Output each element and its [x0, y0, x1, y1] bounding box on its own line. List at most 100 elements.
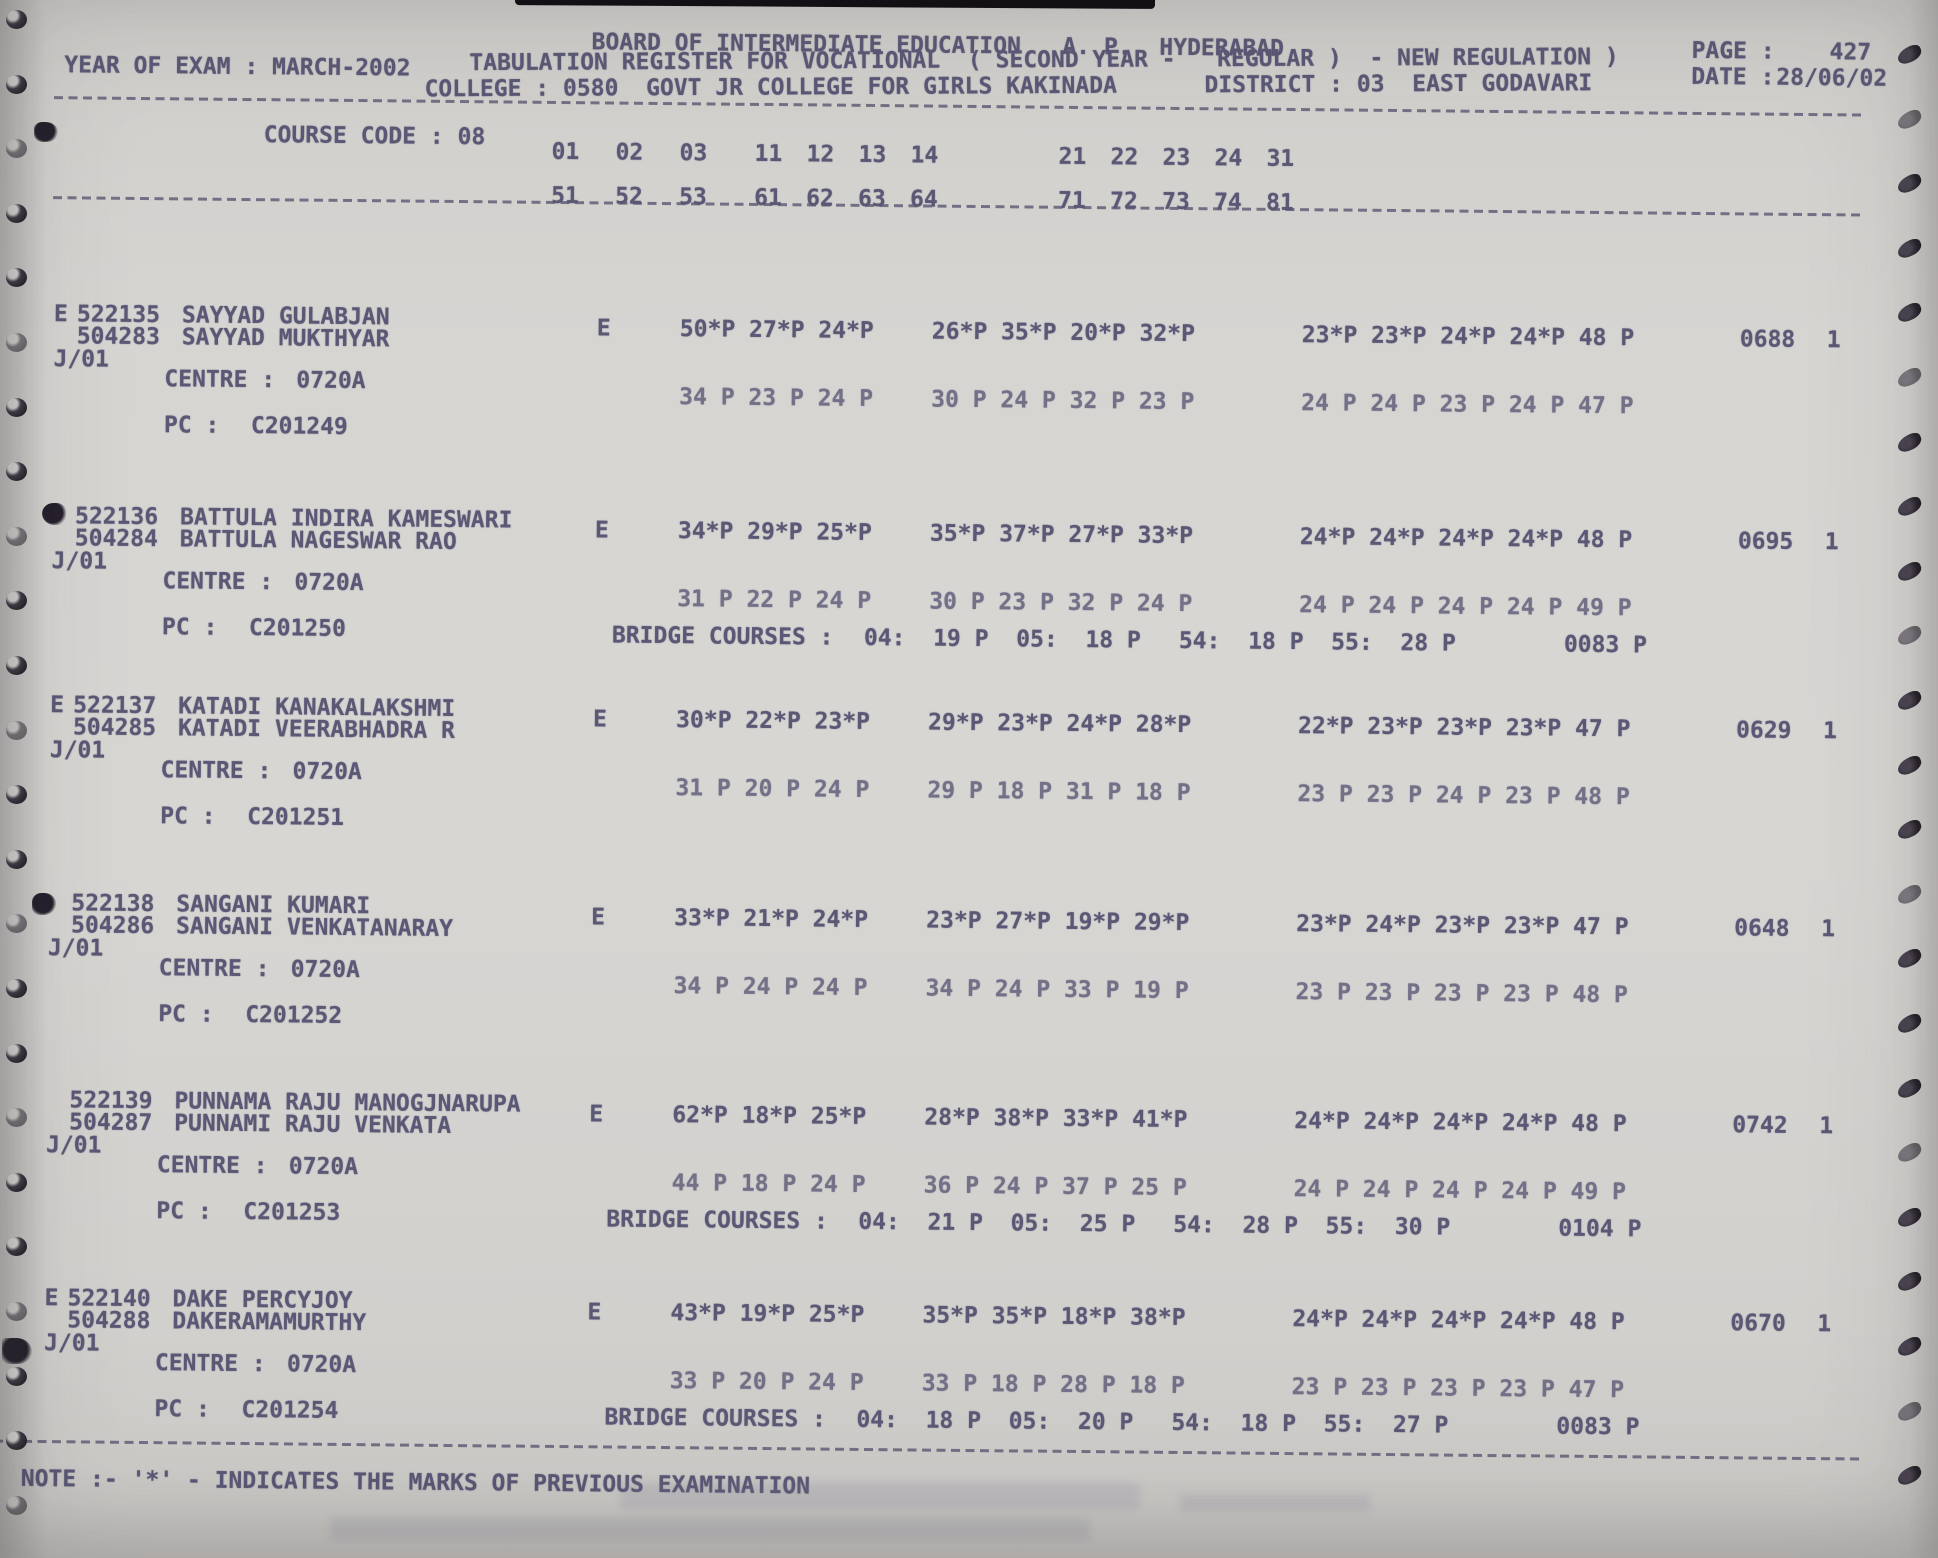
- pc-number: C201249: [250, 413, 348, 440]
- centre-label: CENTRE :: [156, 1152, 268, 1180]
- marks-row2-group-3: 23 P 23 P 23 P 23 P 48 P: [1295, 979, 1628, 1009]
- subject-code: 31: [1266, 145, 1295, 173]
- pc-number: C201254: [241, 1396, 339, 1424]
- marks-row2-group-1: 33 P 20 P 24 P: [669, 1368, 864, 1396]
- father-name: PUNNAMI RAJU VENKATA: [174, 1110, 452, 1139]
- marks-row2-group-1: 31 P 22 P 24 P: [677, 586, 872, 615]
- subject-code: 03: [679, 140, 708, 167]
- sprocket-hole: [6, 721, 27, 740]
- total-marks: 0629: [1735, 717, 1792, 744]
- sprocket-hole: [6, 1173, 27, 1192]
- sprocket-hole: [6, 527, 27, 546]
- result-code: 1: [1817, 1311, 1832, 1338]
- subject-code: 24: [1214, 145, 1243, 172]
- bleed-through-artifact: [330, 1518, 1090, 1540]
- college-line: COLLEGE : 0580 GOVT JR COLLEGE FOR GIRLS…: [424, 72, 1117, 103]
- marks-group-1: 33*P 21*P 24*P: [674, 905, 869, 933]
- subject-code: 13: [858, 141, 887, 169]
- marks-group-3: 23*P 23*P 24*P 24*P 48 P: [1301, 322, 1635, 352]
- student-record: 522139 PUNNAMA RAJU MANOGJNARUPA E 62*P …: [0, 1087, 1927, 1266]
- sprocket-hole: [6, 591, 27, 610]
- subject-code: 73: [1161, 188, 1190, 216]
- marks-group-3: 24*P 24*P 24*P 24*P 48 P: [1299, 524, 1633, 554]
- marks-group-1: 43*P 19*P 25*P: [670, 1300, 865, 1328]
- paper-edge-shading: [1908, 0, 1938, 1558]
- bridge-courses-set-2: 54: 18 P 55: 27 P: [1171, 1409, 1449, 1439]
- marks-group-3: 24*P 24*P 24*P 24*P 48 P: [1294, 1108, 1627, 1138]
- subject-code: 71: [1057, 187, 1086, 215]
- marks-row2-group-3: 23 P 23 P 24 P 23 P 48 P: [1297, 781, 1630, 811]
- medium-code: E: [594, 517, 609, 544]
- sprocket-hole: [6, 204, 27, 223]
- bridge-courses-total: 0104 P: [1558, 1215, 1642, 1243]
- result-code: 1: [1821, 916, 1836, 943]
- subject-code: 51: [551, 182, 579, 210]
- punch-hole-artifact: [32, 893, 56, 915]
- group-code: J/01: [47, 935, 104, 962]
- marks-row2-group-1: 34 P 24 P 24 P: [673, 973, 868, 1001]
- subject-code: 64: [910, 186, 938, 213]
- pc-label: PC :: [156, 1198, 212, 1225]
- ink-blot: [2, 1338, 32, 1364]
- exception-flag: E: [44, 1285, 59, 1312]
- sprocket-hole: [6, 656, 27, 675]
- bridge-courses-total: 0083 P: [1563, 631, 1648, 659]
- course-code-line: COURSE CODE : 08: [263, 122, 486, 151]
- marks-group-1: 30*P 22*P 23*P: [675, 707, 871, 735]
- sprocket-hole: [6, 1431, 27, 1450]
- bridge-courses-set-2: 54: 18 P 55: 28 P: [1178, 627, 1456, 657]
- bridge-courses-set-2: 54: 28 P 55: 30 P: [1173, 1211, 1451, 1241]
- subject-code: 23: [1162, 144, 1191, 172]
- subject-code: 53: [679, 184, 707, 211]
- marks-group-2: 35*P 37*P 27*P 33*P: [929, 520, 1194, 550]
- divider-line: [53, 196, 1862, 217]
- bleed-through-artifact: [620, 1483, 1140, 1509]
- marks-row2-group-2: 30 P 23 P 32 P 24 P: [929, 588, 1193, 618]
- total-marks: 0688: [1739, 326, 1796, 353]
- sprocket-hole: [6, 1496, 27, 1515]
- group-code: J/01: [43, 1330, 100, 1357]
- group-code: J/01: [51, 548, 108, 575]
- subject-code: 14: [910, 142, 939, 169]
- punch-hole-artifact: [42, 503, 66, 525]
- subject-code: 02: [615, 139, 644, 166]
- total-marks: 0670: [1730, 1310, 1786, 1337]
- sprocket-hole: [6, 268, 27, 287]
- father-name: SANGANI VENKATANARAY: [175, 913, 454, 943]
- subject-code: 52: [615, 183, 643, 210]
- student-record: 522136 BATTULA INDIRA KAMESWARI E 34*P 2…: [0, 503, 1933, 682]
- sprocket-hole: [6, 785, 27, 804]
- sprocket-hole: [6, 462, 27, 481]
- marks-row2-group-2: 29 P 18 P 31 P 18 P: [927, 777, 1191, 807]
- result-code: 1: [1819, 1113, 1834, 1140]
- subject-code: 21: [1058, 143, 1087, 171]
- marks-group-1: 34*P 29*P 25*P: [677, 518, 872, 547]
- medium-code: E: [592, 706, 608, 733]
- medium-code: E: [591, 904, 606, 931]
- centre-label: CENTRE :: [158, 955, 270, 983]
- bridge-courses-total: 0083 P: [1556, 1413, 1640, 1441]
- exception-flag: E: [50, 692, 65, 719]
- marks-group-2: 35*P 35*P 18*P 38*P: [922, 1302, 1186, 1332]
- centre-label: CENTRE :: [162, 568, 274, 596]
- marks-group-3: 23*P 24*P 23*P 23*P 47 P: [1296, 911, 1629, 941]
- medium-code: E: [587, 1299, 602, 1326]
- marks-row2-group-2: 36 P 24 P 37 P 25 P: [923, 1172, 1187, 1202]
- sprocket-hole: [6, 850, 27, 869]
- subject-code: 22: [1110, 144, 1139, 171]
- sprocket-hole: [6, 1367, 27, 1386]
- marks-row2-group-3: 23 P 23 P 23 P 23 P 47 P: [1291, 1374, 1625, 1404]
- bleed-through-artifact: [1180, 1494, 1370, 1512]
- marks-row2-group-1: 31 P 20 P 24 P: [675, 775, 870, 803]
- sprocket-hole: [6, 10, 27, 29]
- sprocket-hole: [6, 979, 27, 998]
- exception-flag: E: [53, 301, 68, 328]
- father-name: KATADI VEERABHADRA R: [177, 715, 456, 745]
- marks-row2-group-1: 34 P 23 P 24 P: [679, 384, 874, 413]
- centre-code: 0720A: [286, 1351, 357, 1379]
- marks-group-2: 23*P 27*P 19*P 29*P: [926, 907, 1190, 937]
- centre-code: 0720A: [290, 956, 361, 984]
- bridge-courses-set-1: 04: 18 P 05: 20 P: [856, 1406, 1134, 1436]
- marks-group-3: 22*P 23*P 23*P 23*P 47 P: [1297, 713, 1631, 743]
